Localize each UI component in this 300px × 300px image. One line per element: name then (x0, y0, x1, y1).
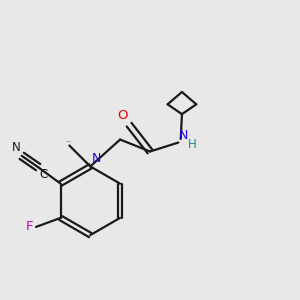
Text: F: F (26, 220, 34, 233)
Text: C: C (39, 168, 48, 182)
Text: H: H (188, 138, 197, 152)
Text: O: O (117, 109, 128, 122)
Text: N: N (92, 152, 101, 165)
Text: N: N (11, 141, 20, 154)
Text: methyl: methyl (66, 141, 71, 142)
Text: N: N (179, 129, 188, 142)
